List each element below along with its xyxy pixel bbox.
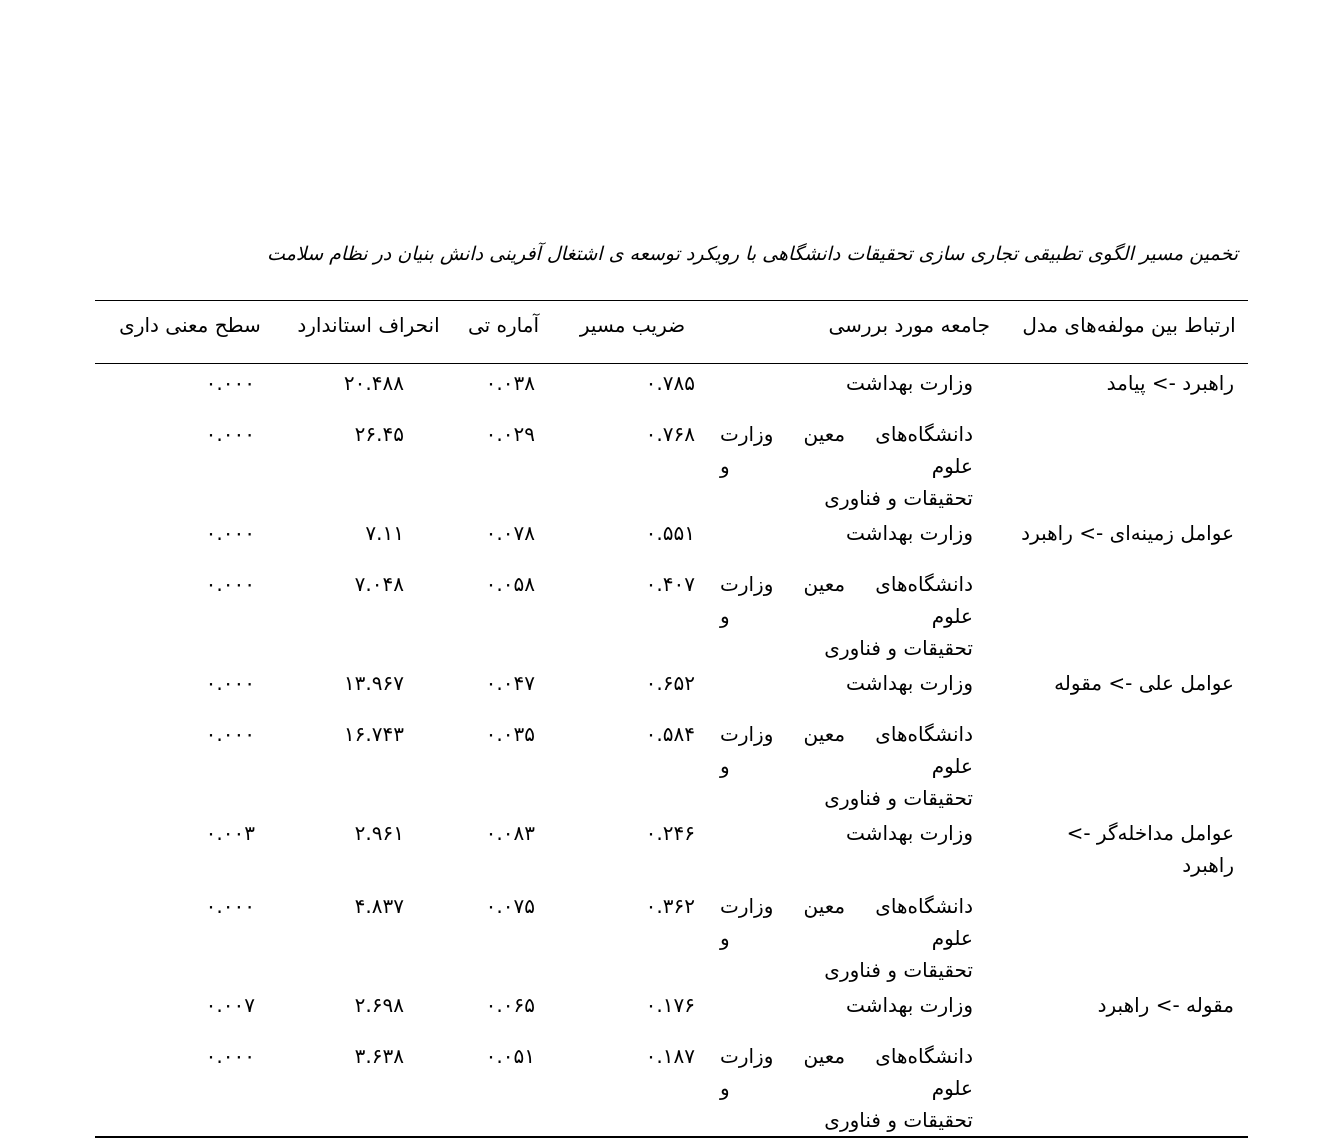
standard-deviation-cell: ۲۰.۴۸۸: [343, 371, 404, 395]
path-coefficient-cell: ۰.۶۵۲: [645, 671, 695, 695]
relation-cell: مقوله -> راهبرد: [1097, 993, 1234, 1017]
population-line: وزارت بهداشت: [846, 821, 973, 845]
population-cell: وزارت بهداشت: [710, 364, 1010, 410]
table-row: دانشگاه‌های معین وزارت علوم و تحقیقات و ف…: [95, 409, 1248, 514]
header-study-population: جامعه مورد بررسی: [710, 300, 1010, 364]
relation-cell: عوامل زمینه‌ای -> راهبرد: [1021, 521, 1234, 545]
population-line: دانشگاه‌های معین وزارت علوم و: [720, 422, 973, 478]
population-line: وزارت بهداشت: [846, 371, 973, 395]
significance-cell: ۰.۰۰۰: [205, 894, 255, 918]
standard-deviation-cell: ۷.۱۱: [365, 521, 404, 545]
t-statistic-cell: ۰.۰۳۸: [485, 371, 535, 395]
table-row: مقوله -> راهبرد وزارت بهداشت ۰.۱۷۶ ۰.۰۶۵…: [95, 986, 1248, 1031]
path-coefficient-cell: ۰.۱۷۶: [645, 993, 695, 1017]
population-cell: دانشگاه‌های معین وزارت علوم و تحقیقات و ف…: [710, 1031, 1010, 1138]
relation-cell: [1010, 1031, 1248, 1138]
table-row: دانشگاه‌های معین وزارت علوم و تحقیقات و ف…: [95, 881, 1248, 986]
population-cell: دانشگاه‌های معین وزارت علوم و تحقیقات و ف…: [710, 881, 1010, 986]
relation-cell: [1010, 709, 1248, 814]
population-line: وزارت بهداشت: [846, 671, 973, 695]
population-line: تحقیقات و فناوری: [824, 958, 973, 982]
standard-deviation-cell: ۱۳.۹۶۷: [343, 671, 404, 695]
significance-cell: ۰.۰۰۳: [205, 821, 255, 845]
population-cell: وزارت بهداشت: [710, 986, 1010, 1031]
standard-deviation-cell: ۲.۹۶۱: [354, 821, 404, 845]
population-line: وزارت بهداشت: [846, 521, 973, 545]
significance-cell: ۰.۰۰۰: [205, 371, 255, 395]
header-model-components: ارتباط بین مولفه‌های مدل: [1010, 300, 1248, 364]
standard-deviation-cell: ۲۶.۴۵: [354, 422, 404, 446]
relation-cell: عوامل علی -> مقوله: [1054, 671, 1234, 695]
table-row: دانشگاه‌های معین وزارت علوم و تحقیقات و ف…: [95, 1031, 1248, 1138]
table-row: عوامل مداخله‌گر -> راهبرد وزارت بهداشت ۰…: [95, 814, 1248, 881]
relation-cell: [1010, 559, 1248, 664]
table-row: راهبرد -> پیامد وزارت بهداشت ۰.۷۸۵ ۰.۰۳۸…: [95, 364, 1248, 410]
header-t-statistic: آماره تی: [452, 300, 555, 364]
table-body: راهبرد -> پیامد وزارت بهداشت ۰.۷۸۵ ۰.۰۳۸…: [95, 364, 1248, 1138]
population-cell: دانشگاه‌های معین وزارت علوم و تحقیقات و ف…: [710, 559, 1010, 664]
relation-cell: راهبرد -> پیامد: [1106, 371, 1234, 395]
path-coefficient-cell: ۰.۲۴۶: [645, 821, 695, 845]
path-coefficient-cell: ۰.۳۶۲: [645, 894, 695, 918]
path-coefficient-cell: ۰.۵۸۴: [645, 722, 695, 746]
header-standard-deviation: انحراف استاندارد: [285, 300, 452, 364]
t-statistic-cell: ۰.۰۴۷: [485, 671, 535, 695]
population-cell: وزارت بهداشت: [710, 514, 1010, 559]
significance-cell: ۰.۰۰۰: [205, 722, 255, 746]
t-statistic-cell: ۰.۰۳۵: [485, 722, 535, 746]
population-line: تحقیقات و فناوری: [824, 786, 973, 810]
table-row: دانشگاه‌های معین وزارت علوم و تحقیقات و ف…: [95, 559, 1248, 664]
t-statistic-cell: ۰.۰۷۵: [485, 894, 535, 918]
population-line: دانشگاه‌های معین وزارت علوم و: [720, 894, 973, 950]
results-table-container: ارتباط بین مولفه‌های مدل جامعه مورد بررس…: [95, 300, 1248, 1138]
population-cell: وزارت بهداشت: [710, 814, 1010, 881]
header-significance-level: سطح معنی داری: [95, 300, 285, 364]
relation-cell: [1010, 881, 1248, 986]
standard-deviation-cell: ۲.۶۹۸: [354, 993, 404, 1017]
standard-deviation-cell: ۷.۰۴۸: [354, 572, 404, 596]
population-cell: دانشگاه‌های معین وزارت علوم و تحقیقات و ف…: [710, 409, 1010, 514]
population-line: تحقیقات و فناوری: [824, 486, 973, 510]
path-coefficient-cell: ۰.۵۵۱: [645, 521, 695, 545]
header-path-coefficient: ضریب مسیر: [555, 300, 710, 364]
table-caption: تخمین مسیر الگوی تطبیقی تجاری سازی تحقیق…: [267, 243, 1238, 265]
significance-cell: ۰.۰۰۰: [205, 671, 255, 695]
path-estimation-table: ارتباط بین مولفه‌های مدل جامعه مورد بررس…: [95, 300, 1248, 1138]
significance-cell: ۰.۰۰۰: [205, 572, 255, 596]
population-cell: وزارت بهداشت: [710, 664, 1010, 709]
t-statistic-cell: ۰.۰۷۸: [485, 521, 535, 545]
population-line: دانشگاه‌های معین وزارت علوم و: [720, 722, 973, 778]
population-line: تحقیقات و فناوری: [824, 1108, 973, 1132]
table-header-row: ارتباط بین مولفه‌های مدل جامعه مورد بررس…: [95, 300, 1248, 364]
significance-cell: ۰.۰۰۰: [205, 521, 255, 545]
t-statistic-cell: ۰.۰۸۳: [485, 821, 535, 845]
table-row: عوامل زمینه‌ای -> راهبرد وزارت بهداشت ۰.…: [95, 514, 1248, 559]
path-coefficient-cell: ۰.۱۸۷: [555, 1031, 710, 1138]
population-line: وزارت بهداشت: [846, 993, 973, 1017]
table-row: دانشگاه‌های معین وزارت علوم و تحقیقات و ف…: [95, 709, 1248, 814]
t-statistic-cell: ۰.۰۵۸: [485, 572, 535, 596]
t-statistic-cell: ۰.۰۵۱: [452, 1031, 555, 1138]
path-coefficient-cell: ۰.۴۰۷: [645, 572, 695, 596]
path-coefficient-cell: ۰.۷۸۵: [645, 371, 695, 395]
standard-deviation-cell: ۱۶.۷۴۳: [343, 722, 404, 746]
significance-cell: ۰.۰۰۰: [95, 1031, 285, 1138]
population-line: تحقیقات و فناوری: [824, 636, 973, 660]
population-line: دانشگاه‌های معین وزارت علوم و: [720, 1044, 973, 1100]
table-row: عوامل علی -> مقوله وزارت بهداشت ۰.۶۵۲ ۰.…: [95, 664, 1248, 709]
standard-deviation-cell: ۳.۶۳۸: [285, 1031, 452, 1138]
path-coefficient-cell: ۰.۷۶۸: [645, 422, 695, 446]
t-statistic-cell: ۰.۰۶۵: [485, 993, 535, 1017]
standard-deviation-cell: ۴.۸۳۷: [354, 894, 404, 918]
significance-cell: ۰.۰۰۰: [205, 422, 255, 446]
relation-cell: [1010, 409, 1248, 514]
population-cell: دانشگاه‌های معین وزارت علوم و تحقیقات و ف…: [710, 709, 1010, 814]
t-statistic-cell: ۰.۰۲۹: [485, 422, 535, 446]
significance-cell: ۰.۰۰۷: [205, 993, 255, 1017]
population-line: دانشگاه‌های معین وزارت علوم و: [720, 572, 973, 628]
relation-cell: عوامل مداخله‌گر -> راهبرد: [1066, 821, 1234, 877]
